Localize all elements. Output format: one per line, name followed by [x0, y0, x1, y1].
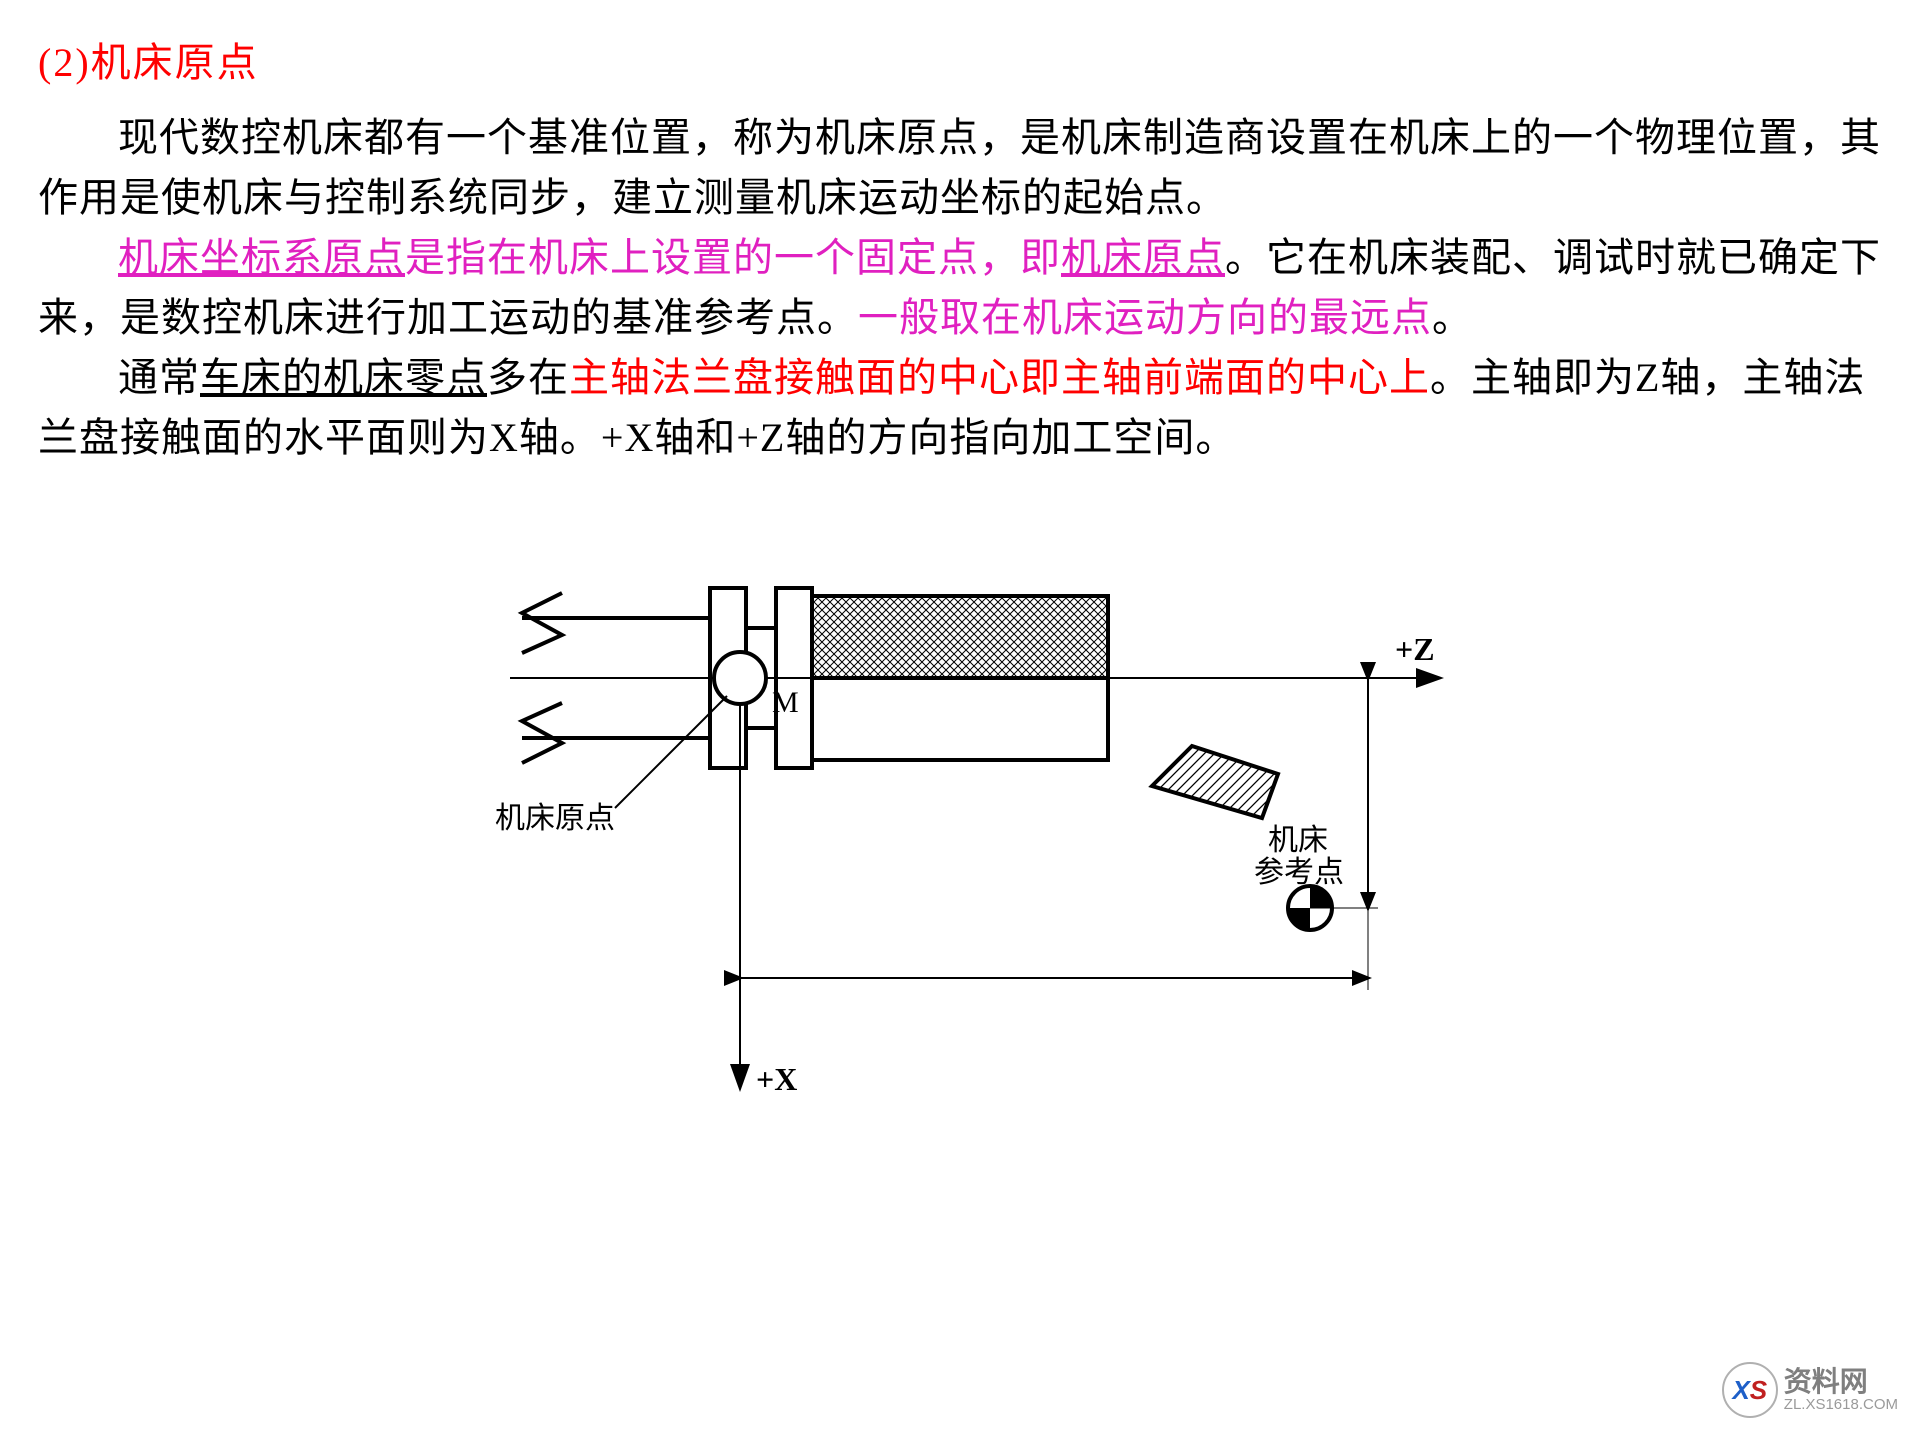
svg-text:M: M — [772, 686, 799, 719]
p2-text1: 是指在机床上设置的一个固定点，即 — [405, 235, 1061, 280]
svg-text:+X: +X — [756, 1061, 797, 1097]
p3-text3: 主轴法兰盘接触面的中心即主轴前端面的中心上 — [569, 355, 1430, 400]
paragraph-1: 现代数控机床都有一个基准位置，称为机床原点，是机床制造商设置在机床上的一个物理位… — [38, 108, 1882, 228]
paragraph-3: 通常车床的机床零点多在主轴法兰盘接触面的中心即主轴前端面的中心上。主轴即为Z轴，… — [38, 348, 1882, 468]
paragraph-2: 机床坐标系原点是指在机床上设置的一个固定点，即机床原点。它在机床装配、调试时就已… — [38, 228, 1882, 348]
p3-term1: 车床的机床零点 — [200, 355, 487, 400]
svg-text:参考点: 参考点 — [1254, 856, 1344, 889]
svg-text:+Z: +Z — [1395, 631, 1435, 667]
section-heading: (2)机床原点 — [38, 30, 1882, 88]
watermark-url: ZL.XS1618.COM — [1784, 1397, 1898, 1413]
svg-text:机床: 机床 — [1268, 824, 1328, 857]
p2-text3: 一般取在机床运动方向的最远点 — [858, 295, 1432, 340]
p2-term2: 机床原点 — [1061, 235, 1225, 280]
p2-text4: 。 — [1432, 295, 1473, 340]
svg-text:机床原点: 机床原点 — [495, 802, 615, 835]
machine-origin-diagram: +Z +X M 机床原点机床参考点 — [450, 478, 1470, 1118]
watermark-logo-s: S — [1750, 1375, 1767, 1406]
watermark-logo-x: X — [1732, 1375, 1749, 1406]
watermark-logo: XS — [1722, 1362, 1778, 1418]
p3-text1: 通常 — [118, 355, 200, 400]
watermark: XS 资料网 ZL.XS1618.COM — [1722, 1362, 1898, 1418]
p3-text2: 多在 — [487, 355, 569, 400]
watermark-title: 资料网 — [1784, 1367, 1898, 1396]
p2-term1: 机床坐标系原点 — [118, 235, 405, 280]
